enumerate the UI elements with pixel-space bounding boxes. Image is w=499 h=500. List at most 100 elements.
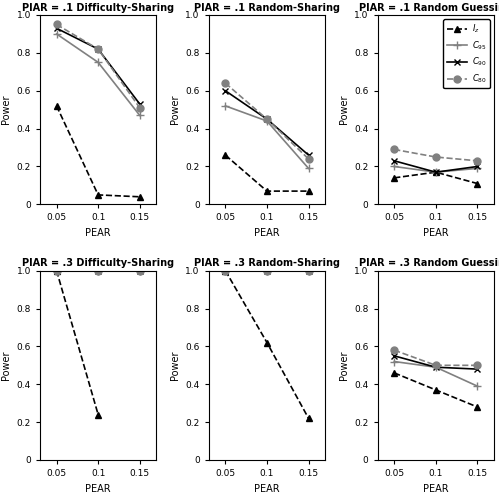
- $I_z$: [95, 192, 101, 198]
- $C_{80}$: [475, 158, 481, 164]
- X-axis label: PEAR: PEAR: [423, 484, 449, 494]
- $C_{95}$: [433, 169, 439, 175]
- $C_{95}$: [53, 268, 59, 274]
- X-axis label: PEAR: PEAR: [423, 228, 449, 238]
- Line: $I_z$: $I_z$: [53, 102, 143, 200]
- Title: PIAR = .3 Difficulty-Sharing: PIAR = .3 Difficulty-Sharing: [22, 258, 174, 268]
- $I_z$: [391, 370, 397, 376]
- $I_z$: [433, 169, 439, 175]
- $C_{90}$: [391, 353, 397, 359]
- $C_{80}$: [305, 268, 311, 274]
- Line: $C_{90}$: $C_{90}$: [391, 158, 481, 176]
- Title: PIAR = .3 Random Guessing: PIAR = .3 Random Guessing: [359, 258, 499, 268]
- $C_{80}$: [223, 80, 229, 86]
- Y-axis label: Power: Power: [339, 95, 349, 124]
- $C_{90}$: [433, 169, 439, 175]
- Y-axis label: Power: Power: [1, 95, 11, 124]
- $C_{95}$: [53, 31, 59, 37]
- $C_{95}$: [95, 60, 101, 66]
- $I_z$: [223, 152, 229, 158]
- $C_{95}$: [391, 358, 397, 364]
- $C_{80}$: [53, 22, 59, 28]
- $C_{80}$: [95, 268, 101, 274]
- Line: $C_{80}$: $C_{80}$: [391, 146, 481, 165]
- Title: PIAR = .1 Random Guessing: PIAR = .1 Random Guessing: [359, 3, 499, 13]
- $C_{90}$: [137, 101, 143, 107]
- Line: $C_{95}$: $C_{95}$: [390, 162, 482, 176]
- Line: $C_{80}$: $C_{80}$: [391, 346, 481, 369]
- Line: $C_{80}$: $C_{80}$: [222, 267, 312, 274]
- $I_z$: [223, 268, 229, 274]
- $I_z$: [475, 404, 481, 410]
- Line: $I_z$: $I_z$: [222, 267, 312, 422]
- Line: $C_{90}$: $C_{90}$: [53, 25, 143, 107]
- $C_{95}$: [137, 112, 143, 118]
- $C_{90}$: [53, 26, 59, 32]
- $I_z$: [264, 188, 270, 194]
- Title: PIAR = .3 Random-Sharing: PIAR = .3 Random-Sharing: [194, 258, 340, 268]
- Y-axis label: Power: Power: [170, 95, 180, 124]
- Line: $C_{95}$: $C_{95}$: [52, 266, 144, 275]
- $I_z$: [305, 188, 311, 194]
- $C_{90}$: [475, 164, 481, 170]
- Line: $C_{80}$: $C_{80}$: [222, 80, 312, 162]
- $I_z$: [475, 180, 481, 186]
- Line: $I_z$: $I_z$: [391, 168, 481, 187]
- $C_{90}$: [433, 364, 439, 370]
- $C_{95}$: [264, 268, 270, 274]
- $C_{95}$: [137, 268, 143, 274]
- $C_{80}$: [53, 268, 59, 274]
- Line: $C_{95}$: $C_{95}$: [221, 266, 313, 275]
- Line: $C_{95}$: $C_{95}$: [52, 30, 144, 120]
- $C_{95}$: [391, 164, 397, 170]
- $C_{95}$: [305, 166, 311, 172]
- $C_{95}$: [223, 268, 229, 274]
- X-axis label: PEAR: PEAR: [254, 228, 280, 238]
- Line: $C_{95}$: $C_{95}$: [221, 102, 313, 172]
- Legend: $I_z$, $C_{95}$, $C_{90}$, $C_{80}$: $I_z$, $C_{95}$, $C_{90}$, $C_{80}$: [443, 19, 490, 88]
- Y-axis label: Power: Power: [170, 350, 180, 380]
- $C_{80}$: [264, 116, 270, 122]
- $I_z$: [433, 387, 439, 393]
- Line: $C_{95}$: $C_{95}$: [390, 358, 482, 390]
- $C_{90}$: [264, 116, 270, 122]
- $C_{95}$: [475, 166, 481, 172]
- Title: PIAR = .1 Random-Sharing: PIAR = .1 Random-Sharing: [194, 3, 340, 13]
- $C_{90}$: [223, 268, 229, 274]
- X-axis label: PEAR: PEAR: [85, 228, 111, 238]
- $I_z$: [264, 340, 270, 345]
- $I_z$: [305, 416, 311, 422]
- $C_{95}$: [223, 103, 229, 109]
- $C_{90}$: [95, 268, 101, 274]
- Line: $I_z$: $I_z$: [391, 370, 481, 410]
- $C_{80}$: [137, 268, 143, 274]
- $C_{80}$: [433, 362, 439, 368]
- $C_{90}$: [305, 152, 311, 158]
- Line: $I_z$: $I_z$: [222, 152, 312, 194]
- Line: $C_{90}$: $C_{90}$: [222, 267, 312, 274]
- $C_{90}$: [223, 88, 229, 94]
- $C_{95}$: [475, 383, 481, 389]
- $I_z$: [391, 175, 397, 181]
- $C_{80}$: [223, 268, 229, 274]
- $C_{80}$: [305, 156, 311, 162]
- $C_{80}$: [475, 362, 481, 368]
- $C_{90}$: [391, 158, 397, 164]
- X-axis label: PEAR: PEAR: [85, 484, 111, 494]
- $C_{95}$: [305, 268, 311, 274]
- Line: $C_{80}$: $C_{80}$: [53, 21, 143, 112]
- $C_{90}$: [95, 46, 101, 52]
- $I_z$: [53, 268, 59, 274]
- Line: $C_{90}$: $C_{90}$: [391, 352, 481, 372]
- $I_z$: [137, 194, 143, 200]
- $C_{80}$: [137, 105, 143, 111]
- $C_{95}$: [433, 364, 439, 370]
- Line: $I_z$: $I_z$: [53, 267, 102, 418]
- Y-axis label: Power: Power: [339, 350, 349, 380]
- $C_{80}$: [433, 154, 439, 160]
- $C_{90}$: [137, 268, 143, 274]
- $C_{90}$: [305, 268, 311, 274]
- $C_{90}$: [264, 268, 270, 274]
- Title: PIAR = .1 Difficulty-Sharing: PIAR = .1 Difficulty-Sharing: [22, 3, 174, 13]
- Line: $C_{90}$: $C_{90}$: [222, 88, 312, 158]
